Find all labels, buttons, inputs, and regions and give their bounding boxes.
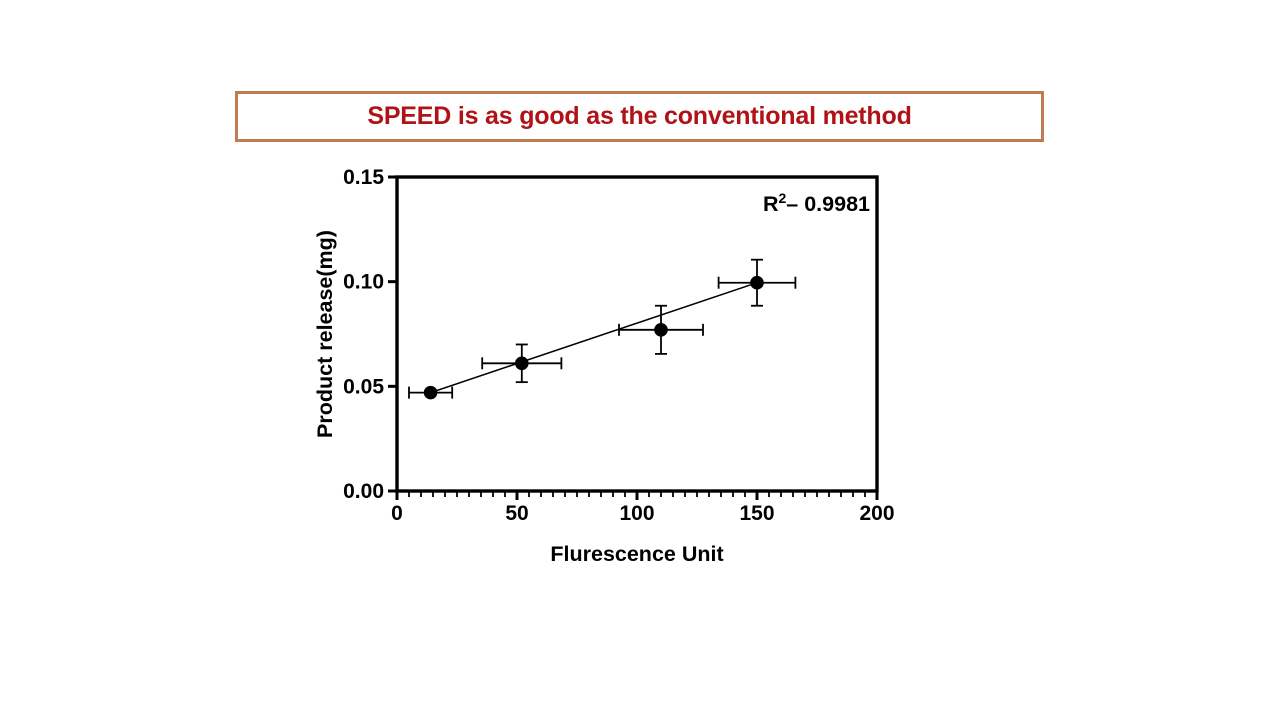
y-tick-label: 0.10 <box>343 271 384 294</box>
x-tick-label: 50 <box>505 502 528 525</box>
y-tick-label: 0.15 <box>343 166 384 189</box>
slide-title: SPEED is as good as the conventional met… <box>367 102 912 130</box>
r-squared-superscript: 2 <box>779 190 787 206</box>
x-axis-title: Flurescence Unit <box>550 542 723 566</box>
data-point-marker <box>515 356 529 371</box>
y-axis-title: Product release(mg) <box>313 230 337 438</box>
x-tick-label: 200 <box>859 502 894 525</box>
r-squared-annotation: R2– 0.9981 <box>763 190 870 216</box>
x-tick-label: 0 <box>391 502 403 525</box>
data-point-marker <box>423 385 438 400</box>
r-squared-value: – 0.9981 <box>786 192 870 216</box>
title-box: SPEED is as good as the conventional met… <box>235 91 1044 142</box>
data-point-marker <box>750 275 764 290</box>
data-point-marker <box>654 323 668 337</box>
y-tick-label: 0.05 <box>343 375 384 398</box>
plot-frame <box>395 175 879 493</box>
r-squared-base: R <box>763 192 779 216</box>
x-tick-label: 100 <box>619 502 654 525</box>
x-tick-label: 150 <box>739 502 774 525</box>
y-tick-label: 0.00 <box>343 480 384 503</box>
trend-line <box>430 282 758 394</box>
